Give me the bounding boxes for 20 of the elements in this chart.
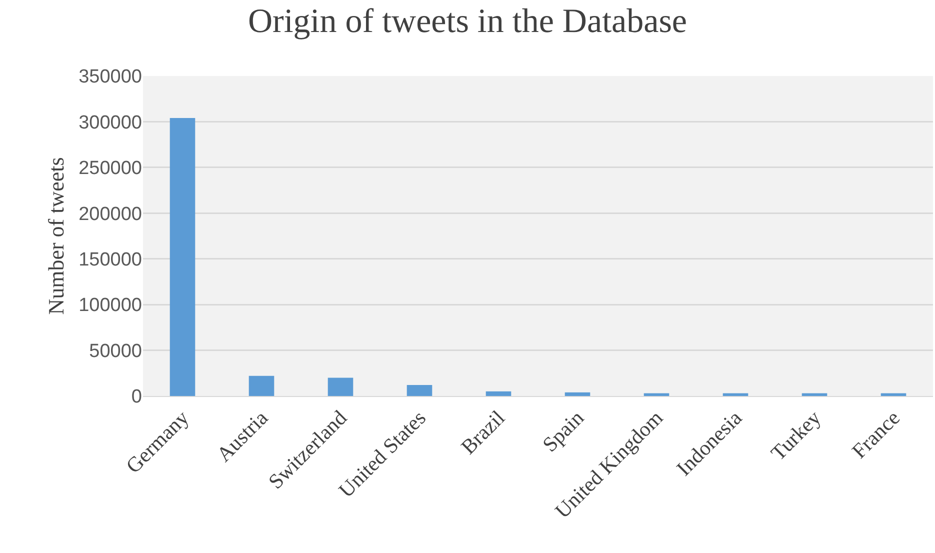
bar <box>880 393 906 396</box>
bar <box>644 393 670 396</box>
y-tick-label: 300000 <box>78 112 142 134</box>
y-tick-label: 150000 <box>78 250 142 271</box>
y-tick-label: 250000 <box>78 158 142 180</box>
y-tick-label: 100000 <box>78 295 142 316</box>
bar <box>486 391 512 396</box>
bar <box>564 392 590 396</box>
bar <box>328 378 354 396</box>
bar <box>248 376 274 396</box>
bar <box>802 393 828 396</box>
y-axis-title: Number of tweets <box>43 157 68 315</box>
y-tick-label: 350000 <box>78 66 142 88</box>
chart-title: Origin of tweets in the Database <box>248 3 688 40</box>
y-tick-label: 200000 <box>78 204 142 225</box>
bar <box>406 385 432 396</box>
y-tick-label: 50000 <box>89 340 142 362</box>
y-tick-label: 0 <box>131 386 142 408</box>
bar <box>722 393 748 396</box>
bar <box>170 118 196 396</box>
